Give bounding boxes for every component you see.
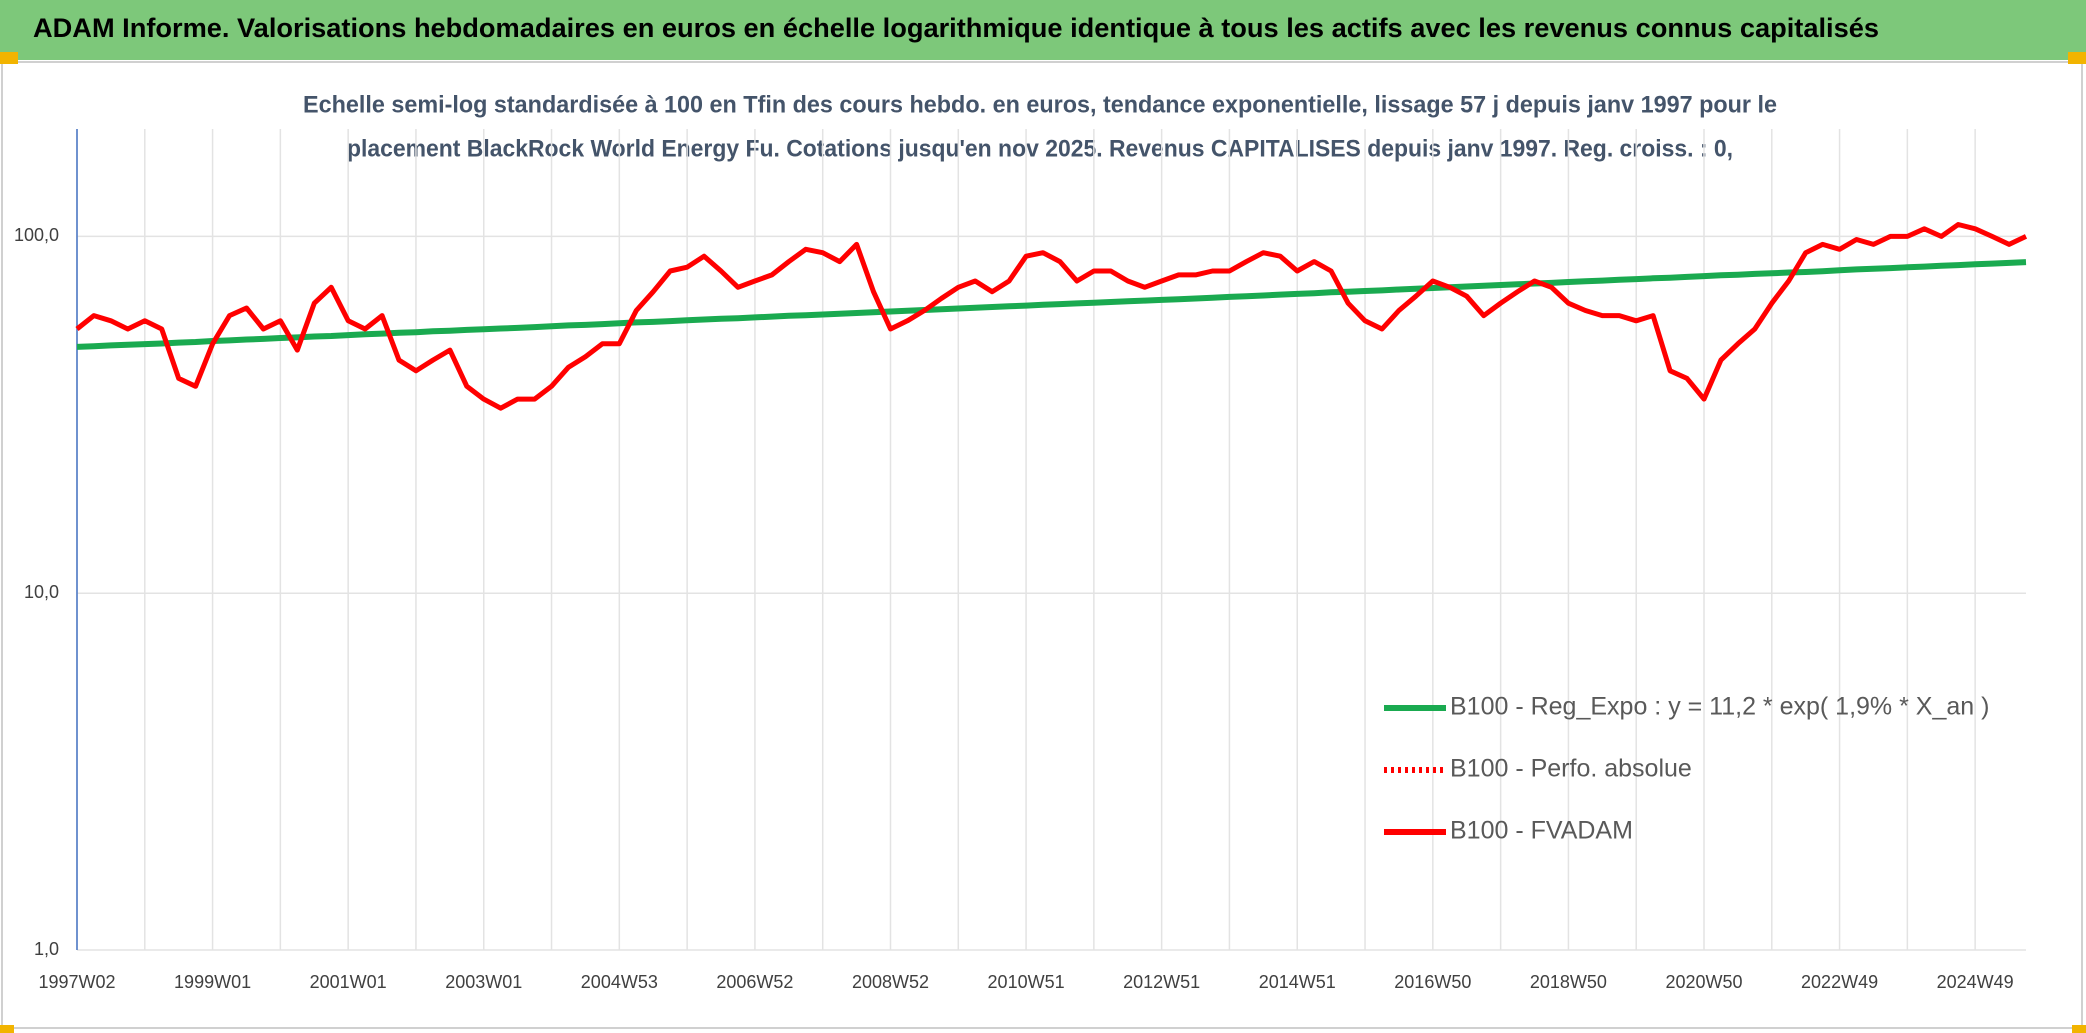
legend-label: B100 - FVADAM — [1450, 817, 1633, 845]
x-tick-label: 2018W50 — [1530, 972, 1607, 992]
x-tick-label: 2020W50 — [1665, 972, 1742, 992]
corner — [0, 1025, 14, 1033]
x-tick-label: 2022W49 — [1801, 972, 1878, 992]
x-tick-label: 2004W53 — [581, 972, 658, 992]
y-tick-label: 10,0 — [24, 582, 59, 602]
x-tick-label: 2014W51 — [1259, 972, 1336, 992]
y-tick-label: 100,0 — [14, 225, 59, 245]
x-tick-label: 2001W01 — [310, 972, 387, 992]
x-tick-label: 2016W50 — [1394, 972, 1471, 992]
title-banner — [0, 0, 2086, 60]
legend-label: B100 - Reg_Expo : y = 11,2 * exp( 1,9% *… — [1450, 693, 1989, 721]
x-tick-label: 2024W49 — [1937, 972, 2014, 992]
x-tick-label: 2003W01 — [445, 972, 522, 992]
subtitle: Echelle semi-log standardisée à 100 en T… — [303, 91, 1777, 118]
series-line — [76, 259, 2027, 350]
corner — [0, 52, 18, 64]
x-tick-label: 2010W51 — [988, 972, 1065, 992]
corner — [2068, 52, 2086, 64]
legend-label: B100 - Perfo. absolue — [1450, 755, 1692, 783]
chart-title: ADAM Informe. Valorisations hebdomadaire… — [33, 13, 1879, 43]
corner — [2072, 1025, 2086, 1033]
subtitle: placement BlackRock World Energy Fu. Cot… — [347, 135, 1733, 162]
x-tick-label: 1999W01 — [174, 972, 251, 992]
series-line — [75, 222, 2028, 411]
frame — [1, 61, 2083, 1029]
x-tick-label: 2006W52 — [716, 972, 793, 992]
x-tick-label: 2012W51 — [1123, 972, 1200, 992]
y-tick-label: 1,0 — [34, 939, 59, 959]
x-tick-label: 2008W52 — [852, 972, 929, 992]
x-tick-label: 1997W02 — [38, 972, 115, 992]
